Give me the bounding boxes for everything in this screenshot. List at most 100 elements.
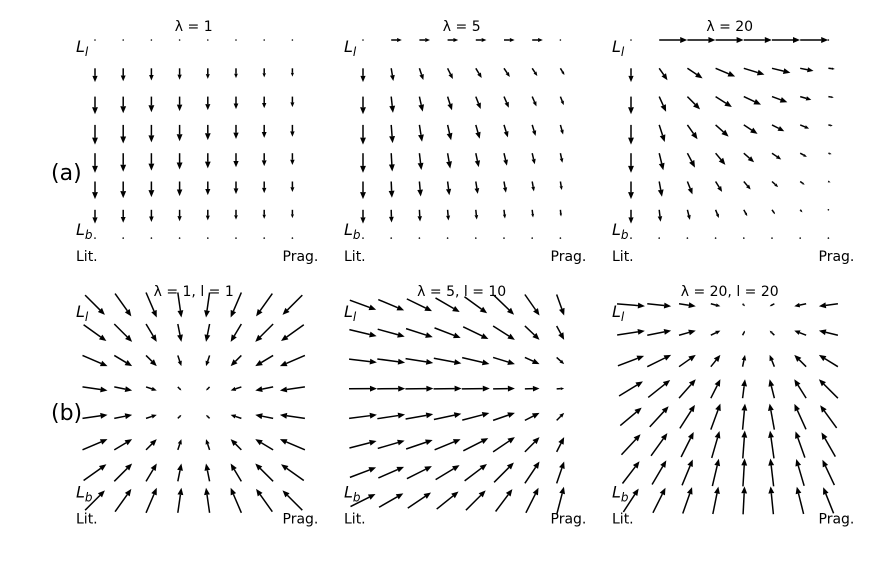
quiver-arrow bbox=[114, 413, 133, 420]
quiver-arrow bbox=[818, 354, 839, 368]
quiver-arrow bbox=[350, 493, 376, 508]
axis-label-bottom: Lb bbox=[612, 220, 629, 242]
quiver-arrow bbox=[256, 488, 273, 513]
quiver-arrow bbox=[742, 303, 746, 307]
quiver-arrow bbox=[377, 298, 405, 311]
quiver-arrow bbox=[433, 357, 462, 365]
quiver-arrow bbox=[235, 39, 237, 41]
quiver-arrow bbox=[769, 330, 775, 336]
quiver-arrow bbox=[493, 462, 514, 483]
quiver-arrow bbox=[377, 412, 406, 420]
quiver-arrow bbox=[628, 124, 634, 145]
quiver-arrow bbox=[446, 67, 453, 80]
quiver-arrow bbox=[349, 299, 377, 311]
quiver-arrow bbox=[710, 303, 721, 307]
quiver-arrow bbox=[233, 181, 239, 195]
quiver-arrow bbox=[291, 237, 294, 239]
quiver-arrow bbox=[290, 153, 295, 166]
quiver-arrow bbox=[618, 381, 643, 397]
quiver-arrow bbox=[148, 96, 155, 113]
quiver-arrow bbox=[349, 328, 377, 338]
quiver-arrow bbox=[461, 385, 490, 392]
quiver-arrow bbox=[391, 37, 402, 43]
quiver-arrow bbox=[504, 37, 515, 43]
quiver-arrow bbox=[149, 68, 154, 81]
quiver-arrow bbox=[678, 379, 696, 399]
quiver-arrow bbox=[446, 209, 451, 221]
quiver-arrow bbox=[206, 386, 211, 391]
axis-label-left: Lit. bbox=[76, 249, 98, 265]
quiver-arrow bbox=[92, 96, 98, 115]
quiver-arrow bbox=[120, 153, 127, 172]
quiver-arrow bbox=[290, 96, 295, 108]
quiver-arrow bbox=[532, 37, 543, 43]
quiver-arrow bbox=[475, 237, 477, 239]
quiver-arrow bbox=[741, 379, 748, 399]
quiver-arrow bbox=[120, 96, 127, 114]
quiver-arrow bbox=[255, 413, 274, 420]
quiver-arrow bbox=[178, 39, 181, 41]
quiver-arrow bbox=[503, 96, 509, 108]
quiver-arrow bbox=[659, 37, 688, 43]
subplot-4: λ = 1, l = 1 Ll Lb Lit. Prag. bbox=[76, 284, 318, 527]
axis-label-bottom: Lb bbox=[344, 482, 361, 504]
quiver-arrow bbox=[377, 358, 406, 365]
quiver-arrow bbox=[502, 209, 507, 219]
quiver-arrow bbox=[435, 465, 460, 481]
quiver-arrow bbox=[205, 209, 210, 221]
quiver-arrow bbox=[652, 487, 666, 514]
quiver-arrow bbox=[360, 124, 366, 145]
quiver-arrow bbox=[741, 430, 748, 459]
quiver-arrow bbox=[230, 463, 243, 482]
quiver-arrow bbox=[263, 237, 266, 239]
quiver-arrow bbox=[205, 68, 210, 79]
quiver-arrow bbox=[559, 181, 563, 191]
quiver-arrow bbox=[279, 439, 306, 451]
quiver-arrow bbox=[741, 486, 748, 515]
quiver-arrow bbox=[405, 385, 434, 392]
quiver-arrow bbox=[113, 463, 133, 482]
quiver-arrow bbox=[113, 354, 133, 367]
quiver-arrow bbox=[446, 237, 449, 239]
quiver-arrow bbox=[114, 488, 132, 513]
quiver-arrow bbox=[378, 493, 404, 508]
quiver-arrow bbox=[531, 67, 538, 76]
quiver-arrow bbox=[362, 237, 364, 239]
quiver-arrow bbox=[360, 181, 366, 200]
axis-label-top: Ll bbox=[612, 302, 625, 324]
quiver-arrow bbox=[492, 412, 515, 422]
quiver-arrow bbox=[524, 385, 540, 392]
quiver-arrow bbox=[711, 458, 721, 487]
quiver-arrow bbox=[657, 209, 663, 222]
quiver-arrow bbox=[559, 96, 564, 106]
quiver-arrow bbox=[83, 324, 107, 342]
quiver-arrow bbox=[418, 96, 425, 112]
quiver-arrow bbox=[282, 294, 303, 315]
quiver-arrow bbox=[743, 152, 755, 163]
quiver-arrow bbox=[715, 95, 732, 108]
quiver-arrow bbox=[150, 39, 153, 41]
quiver-arrow bbox=[279, 412, 306, 420]
quiver-arrow bbox=[177, 68, 182, 80]
quiver-arrow bbox=[827, 39, 830, 41]
quiver-arrow bbox=[282, 490, 303, 511]
quiver-arrow bbox=[230, 414, 242, 420]
quiver-arrow bbox=[445, 181, 452, 196]
quiver-arrow bbox=[390, 237, 393, 239]
quiver-arrow bbox=[406, 466, 432, 480]
quiver-arrow bbox=[531, 124, 537, 136]
quiver-arrow bbox=[377, 328, 405, 338]
quiver-arrow bbox=[464, 296, 488, 314]
quiver-arrow bbox=[83, 464, 107, 482]
row-label-a: (a) bbox=[51, 161, 82, 186]
quiver-arrow bbox=[114, 386, 133, 392]
quiver-arrow bbox=[769, 303, 775, 307]
quiver-arrow bbox=[525, 487, 539, 514]
quiver-arrow bbox=[261, 124, 267, 138]
quiver-arrow bbox=[263, 39, 266, 41]
quiver-arrow bbox=[714, 209, 719, 218]
quiver-arrow bbox=[651, 460, 667, 485]
quiver-arrow bbox=[628, 96, 634, 115]
quiver-arrow bbox=[531, 96, 537, 107]
